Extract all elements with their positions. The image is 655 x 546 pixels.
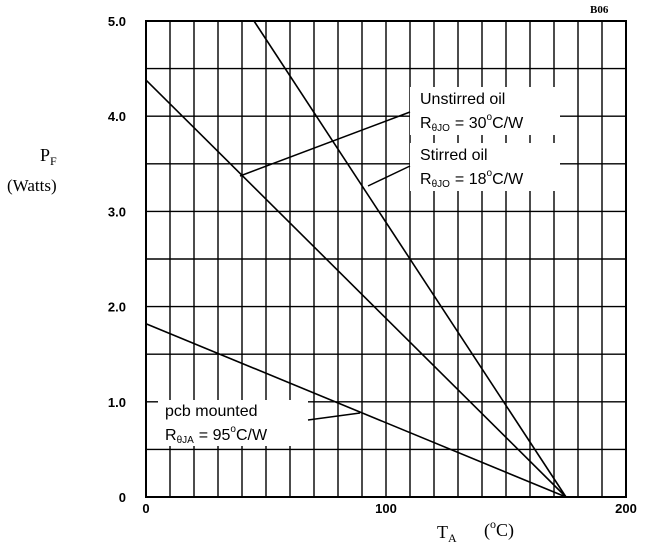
y-tick-label: 3.0 [108,204,126,219]
svg-text:Stirred oil: Stirred oil [420,147,488,164]
svg-text:RθJO= 30oC/W: RθJO = 30oC/W [420,112,524,134]
svg-text:pcb mounted: pcb mounted [165,403,258,420]
y-tick-label: 4.0 [108,109,126,124]
y-tick-label: 2.0 [108,300,126,315]
y-tick-label: 1.0 [108,395,126,410]
plot-frame [145,20,627,498]
svg-text:RθJO= 18oC/W: RθJO = 18oC/W [420,168,524,190]
svg-text:RθJA= 95oC/W: RθJA = 95oC/W [165,424,268,446]
label-unstirred-oil: Unstirred oil RθJO = 30oC/W [410,87,560,135]
label-pcb-mounted: pcb mounted RθJA = 95oC/W [158,400,308,446]
x-axis-unit: (oC) [484,517,514,541]
y-axis-unit: (Watts) [7,176,57,195]
tick-labels: 0 100 200 0 1.0 2.0 3.0 4.0 5.0 [108,14,637,516]
chart-code-label: B06 [590,4,609,16]
series-line-pcb-mounted [145,322,567,498]
y-axis-label: PF [40,145,57,168]
x-axis-label: TA [437,522,457,545]
label-stirred-oil: Stirred oil RθJO = 18oC/W [410,143,560,191]
leader-line-unstirred-oil [239,111,411,177]
x-tick-label: 100 [375,501,397,516]
y-tick-label: 5.0 [108,14,126,29]
leader-line-pcb-mounted [307,412,361,421]
x-tick-label: 200 [615,501,637,516]
series-lines [145,20,567,498]
svg-text:Unstirred oil: Unstirred oil [420,91,505,108]
y-tick-label: 0 [119,490,126,505]
series-line-stirred-oil [253,20,567,498]
x-tick-label: 0 [142,501,149,516]
leader-line-stirred-oil [367,165,411,187]
series-line-unstirred-oil [145,79,567,498]
